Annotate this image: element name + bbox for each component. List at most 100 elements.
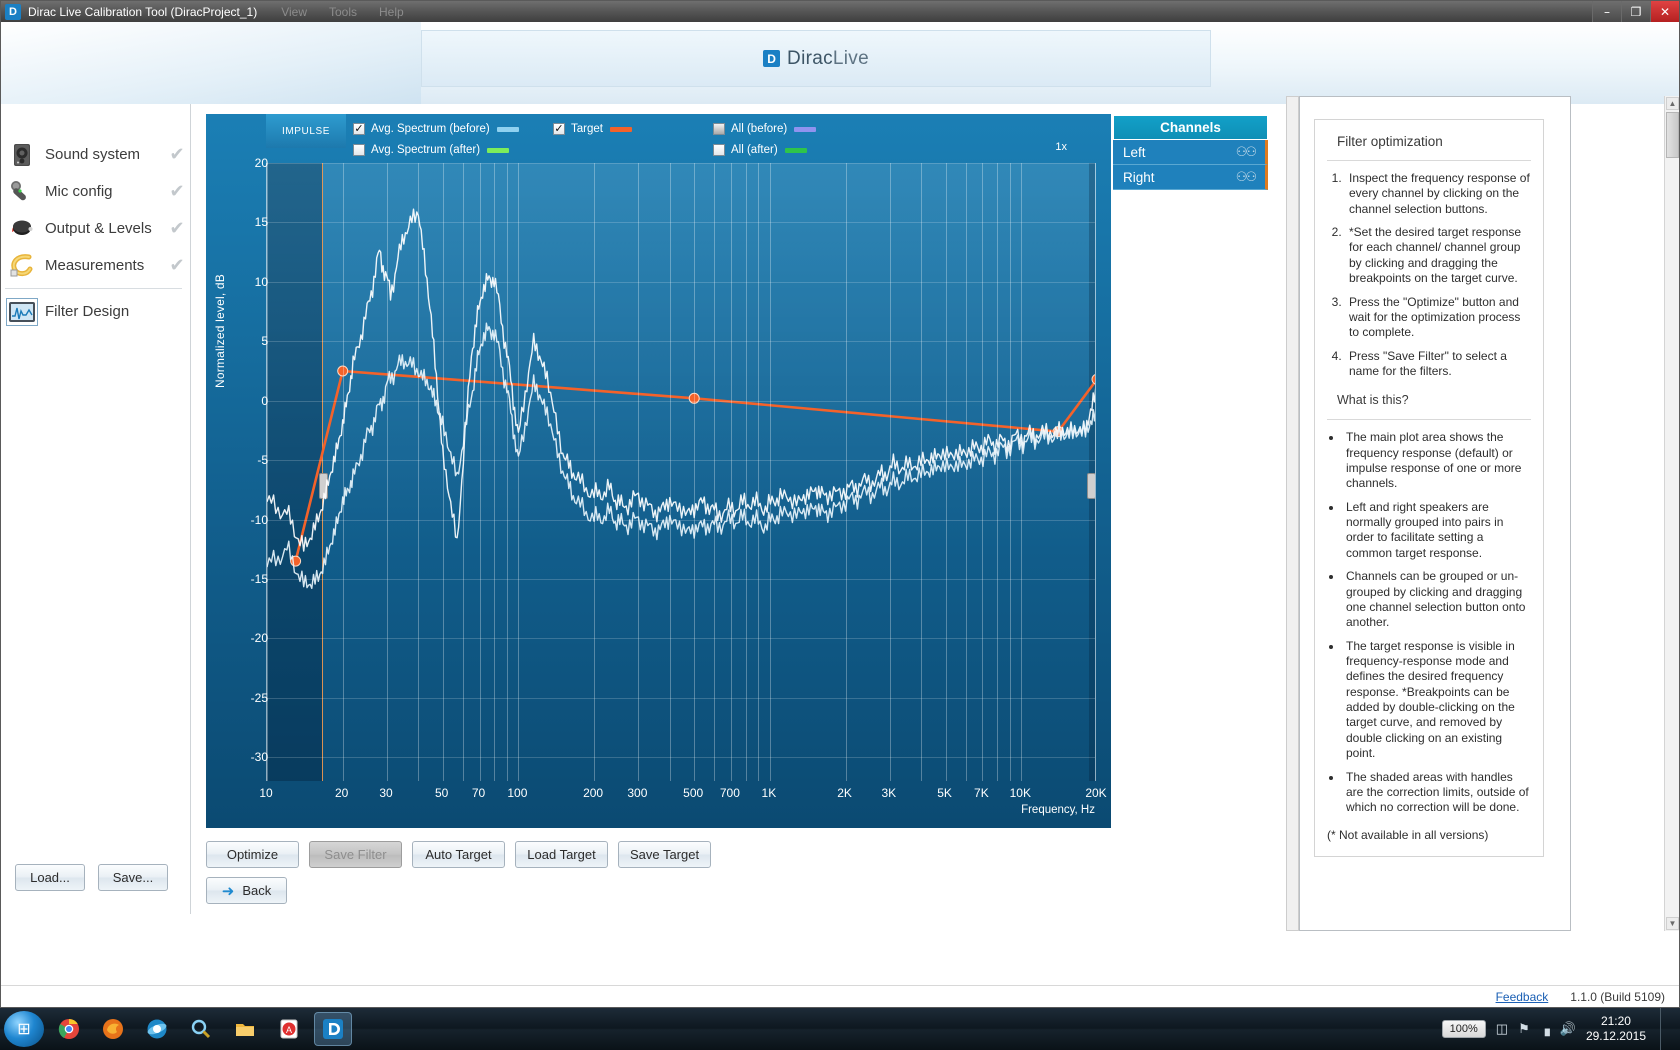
legend-color-swatch xyxy=(784,147,807,153)
sidebar-item-mic-config[interactable]: Mic config ✔ xyxy=(1,173,190,210)
channel-button-right[interactable]: Right ⚇⚇ xyxy=(1113,165,1268,190)
gridline-horizontal xyxy=(267,341,1095,343)
chrome-icon[interactable] xyxy=(50,1012,88,1046)
zoom-percent-indicator[interactable]: 100% xyxy=(1441,1020,1486,1038)
help-divider xyxy=(1327,160,1531,161)
minimize-button[interactable]: – xyxy=(1592,1,1621,22)
gridline-horizontal xyxy=(267,281,1095,283)
legend-label: All (before) xyxy=(731,123,788,135)
gridline-vertical xyxy=(479,163,481,781)
target-breakpoint[interactable] xyxy=(1091,374,1096,385)
chain-link-icon[interactable]: ⚇⚇ xyxy=(1235,144,1257,159)
menu-item-view[interactable]: View xyxy=(281,4,307,19)
sidebar-navigation: Sound system ✔ Mic config ✔ xyxy=(1,104,191,914)
window-controls: – ❐ ✕ xyxy=(1592,1,1679,22)
dirac-icon[interactable] xyxy=(314,1012,352,1046)
microphone-icon xyxy=(7,179,37,205)
y-axis-tick-label: -30 xyxy=(250,750,268,765)
help-bullets-list: The main plot area shows the frequency r… xyxy=(1343,430,1531,815)
gridline-vertical xyxy=(418,163,420,781)
menu-item-help[interactable]: Help xyxy=(379,4,404,19)
load-button[interactable]: Load... xyxy=(15,864,85,891)
checkbox-checked-icon[interactable]: ✓ xyxy=(553,122,565,135)
back-button[interactable]: ➜ Back xyxy=(206,877,287,904)
feedback-link[interactable]: Feedback xyxy=(1495,989,1549,1004)
checkbox-checked-icon[interactable]: ✓ xyxy=(353,122,365,135)
load-target-button[interactable]: Load Target xyxy=(515,841,608,868)
legend-color-swatch xyxy=(487,147,510,153)
gridline-vertical xyxy=(996,163,998,781)
zoom-level-label: 1x xyxy=(1055,141,1067,153)
help-panel-left-gutter[interactable] xyxy=(1286,96,1299,931)
help-scrollbar[interactable]: ▲ ▼ xyxy=(1664,96,1679,931)
battery-icon[interactable]: ◫ xyxy=(1495,1021,1509,1036)
save-target-button[interactable]: Save Target xyxy=(618,841,711,868)
x-axis-tick-label: 30 xyxy=(379,786,393,800)
gridline-vertical xyxy=(342,163,344,781)
start-button[interactable]: ⊞ xyxy=(4,1011,44,1047)
gridline-vertical xyxy=(758,163,760,781)
title-bar: D Dirac Live Calibration Tool (DiracProj… xyxy=(1,1,1679,22)
chain-link-icon[interactable]: ⚇⚇ xyxy=(1235,169,1257,184)
firefox-icon[interactable] xyxy=(94,1012,132,1046)
flag-icon[interactable]: ⚑ xyxy=(1518,1021,1530,1036)
checkbox-unchecked-icon[interactable] xyxy=(353,144,365,156)
impulse-tab[interactable]: IMPULSE xyxy=(266,114,346,148)
gridline-vertical xyxy=(921,163,923,781)
legend-label: Avg. Spectrum (after) xyxy=(371,144,481,156)
gridline-vertical xyxy=(1009,163,1011,781)
what-is-this-heading: What is this? xyxy=(1337,393,1409,408)
checkbox-unchecked-icon[interactable] xyxy=(713,144,725,156)
show-desktop-button[interactable] xyxy=(1660,1008,1672,1050)
legend-label: Target xyxy=(571,123,603,135)
gridline-horizontal xyxy=(267,163,1095,164)
knob-icon xyxy=(7,216,37,242)
gridline-vertical xyxy=(730,163,732,781)
gridline-vertical xyxy=(1021,163,1023,781)
legend-target[interactable]: ✓ Target xyxy=(553,123,713,135)
plot-grid-area[interactable] xyxy=(266,163,1096,781)
channel-button-left[interactable]: Left ⚇⚇ xyxy=(1113,140,1268,165)
auto-target-button[interactable]: Auto Target xyxy=(412,841,505,868)
clock[interactable]: 21:20 29.12.2015 xyxy=(1586,1014,1650,1044)
network-icon[interactable]: ▗ xyxy=(1539,1021,1550,1036)
legend-avg-spectrum-after[interactable]: Avg. Spectrum (after) xyxy=(353,144,553,156)
correction-limit-high-handle[interactable] xyxy=(1087,473,1095,499)
checkbox-unchecked-icon[interactable] xyxy=(713,123,725,135)
acrobat-icon[interactable]: A xyxy=(270,1012,308,1046)
legend-all-before[interactable]: All (before) xyxy=(713,123,913,135)
help-step: Inspect the frequency response of every … xyxy=(1345,171,1531,217)
volume-icon[interactable]: 🔊 xyxy=(1559,1021,1576,1036)
explorer-icon[interactable] xyxy=(138,1012,176,1046)
optimize-button[interactable]: Optimize xyxy=(206,841,299,868)
legend-label: All (after) xyxy=(731,144,778,156)
help-title: Filter optimization xyxy=(1337,134,1443,149)
help-bullet: The main plot area shows the frequency r… xyxy=(1343,430,1531,491)
help-card: Filter optimization Inspect the frequenc… xyxy=(1314,119,1544,857)
legend-all-after[interactable]: All (after) xyxy=(713,144,913,156)
y-axis-tick-label: 5 xyxy=(261,334,268,349)
x-axis-tick-label: 2K xyxy=(837,786,852,800)
search-icon[interactable] xyxy=(182,1012,220,1046)
legend-avg-spectrum-before[interactable]: ✓ Avg. Spectrum (before) xyxy=(353,123,553,135)
close-button[interactable]: ✕ xyxy=(1650,1,1679,22)
sidebar-item-sound-system[interactable]: Sound system ✔ xyxy=(1,136,190,173)
menu-item-tools[interactable]: Tools xyxy=(329,4,358,19)
sidebar-item-output-levels[interactable]: Output & Levels ✔ xyxy=(1,210,190,247)
target-breakpoint[interactable] xyxy=(337,365,349,377)
gridline-horizontal xyxy=(267,400,1095,402)
plot-toolbar: Optimize Save Filter Auto Target Load Ta… xyxy=(206,841,711,868)
scrollbar-thumb[interactable] xyxy=(1666,112,1679,158)
x-axis-tick-label: 50 xyxy=(435,786,449,800)
scroll-up-icon[interactable]: ▲ xyxy=(1666,97,1679,110)
correction-limit-low-region[interactable] xyxy=(267,163,323,781)
folder-icon[interactable] xyxy=(226,1012,264,1046)
maximize-button[interactable]: ❐ xyxy=(1621,1,1650,22)
save-button[interactable]: Save... xyxy=(98,864,168,891)
scroll-down-icon[interactable]: ▼ xyxy=(1666,917,1679,930)
sidebar-item-measurements[interactable]: Measurements ✔ xyxy=(1,247,190,284)
correction-limit-high-region[interactable] xyxy=(1089,163,1095,781)
target-breakpoint[interactable] xyxy=(688,392,700,404)
taskbar: ⊞ A 100% ◫ ⚑ ▗ 🔊 21:20 29.12.2015 xyxy=(0,1008,1680,1050)
sidebar-item-filter-design[interactable]: Filter Design xyxy=(1,293,190,330)
